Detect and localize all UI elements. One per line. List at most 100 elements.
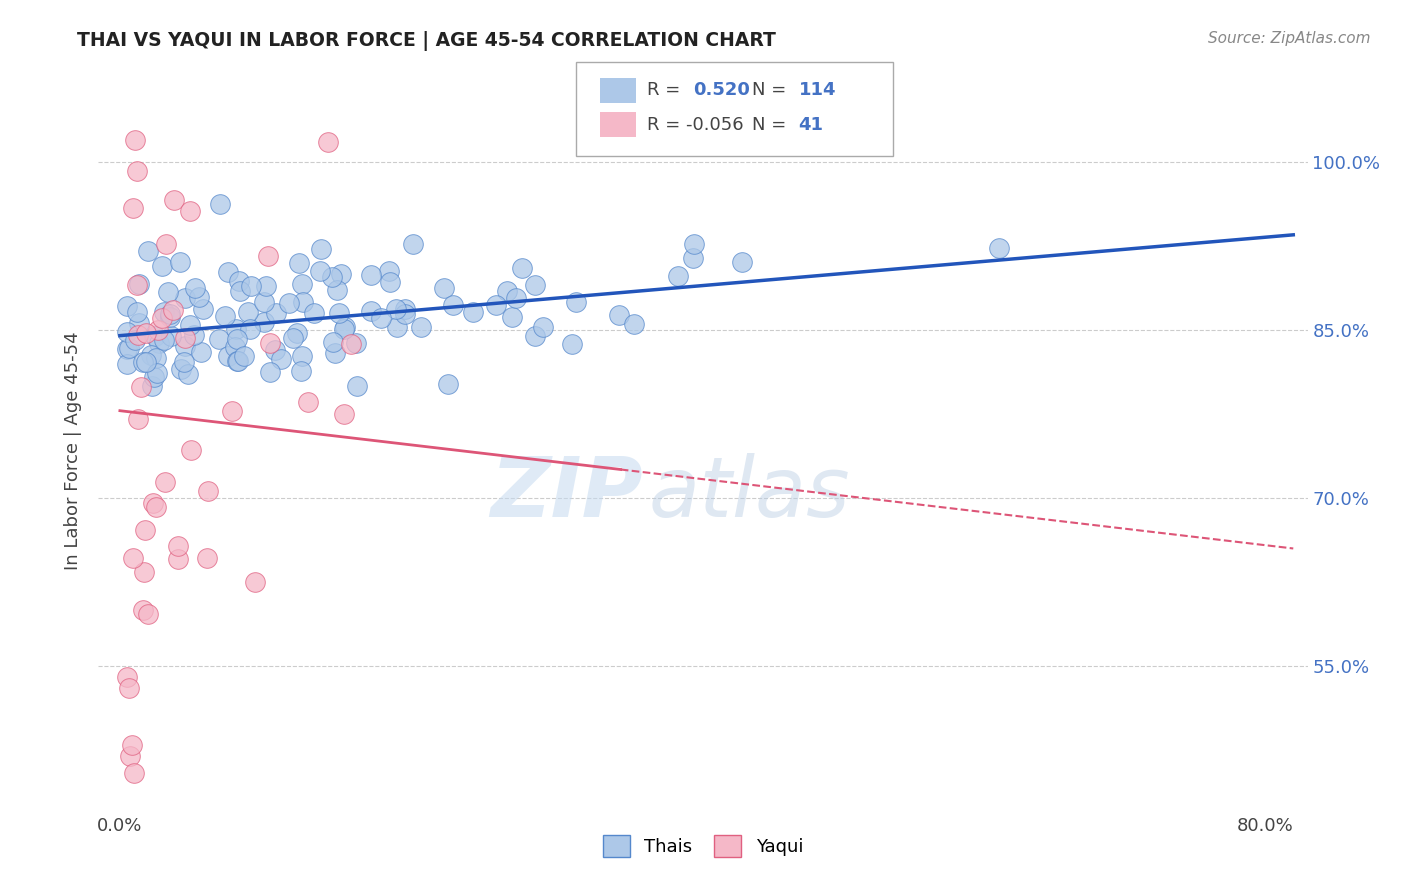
Point: [115, 670, 138, 684]
Point: [291, 277, 314, 292]
Point: [437, 377, 460, 392]
Point: [136, 244, 159, 259]
Point: [485, 298, 508, 312]
Point: [174, 338, 197, 352]
Point: [224, 340, 246, 354]
Point: [682, 252, 704, 266]
Text: Source: ZipAtlas.com: Source: ZipAtlas.com: [1208, 31, 1371, 46]
Point: [523, 278, 546, 293]
Point: [340, 337, 363, 351]
Point: [264, 343, 287, 358]
Point: [281, 331, 304, 345]
Point: [496, 284, 519, 298]
Point: [360, 268, 382, 282]
Point: [433, 281, 456, 295]
Point: [169, 255, 191, 269]
Point: [290, 364, 312, 378]
Y-axis label: In Labor Force | Age 45-54: In Labor Force | Age 45-54: [65, 331, 83, 570]
Point: [145, 351, 167, 365]
Point: [385, 301, 408, 316]
Point: [183, 327, 205, 342]
Point: [159, 307, 181, 321]
Point: [117, 325, 139, 339]
Point: [145, 500, 167, 514]
Point: [209, 197, 232, 211]
Point: [138, 607, 160, 621]
Point: [134, 523, 156, 537]
Point: [135, 326, 157, 340]
Point: [121, 551, 143, 566]
Point: [730, 255, 752, 269]
Point: [124, 133, 146, 147]
Point: [253, 315, 276, 329]
Point: [226, 332, 249, 346]
Point: [409, 319, 432, 334]
Point: [132, 565, 155, 579]
Point: [308, 264, 330, 278]
Point: [510, 261, 533, 276]
Point: [160, 328, 183, 343]
Point: [607, 308, 630, 322]
Point: [221, 404, 243, 418]
Point: [259, 336, 281, 351]
Point: [243, 575, 266, 590]
Point: [233, 349, 256, 363]
Point: [238, 305, 260, 319]
Point: [377, 264, 399, 278]
Point: [564, 295, 586, 310]
Point: [129, 380, 152, 394]
Point: [173, 355, 195, 369]
Text: atlas: atlas: [648, 453, 851, 534]
Point: [148, 336, 170, 351]
Point: [141, 348, 163, 362]
Point: [292, 295, 315, 310]
Point: [505, 291, 527, 305]
Point: [121, 738, 143, 752]
Point: [159, 310, 181, 324]
Point: [195, 551, 218, 566]
Point: [115, 342, 138, 356]
Point: [285, 326, 308, 340]
Point: [146, 322, 169, 336]
Point: [135, 355, 157, 369]
Point: [288, 256, 311, 270]
Point: [197, 483, 219, 498]
Point: [124, 333, 146, 347]
Point: [329, 268, 352, 282]
Point: [394, 302, 416, 317]
Point: [302, 306, 325, 320]
Point: [333, 320, 356, 334]
Text: 0.520: 0.520: [693, 81, 749, 99]
Point: [115, 299, 138, 313]
Point: [225, 322, 247, 336]
Point: [166, 539, 188, 553]
Point: [270, 351, 292, 366]
Point: [150, 260, 173, 274]
Point: [228, 354, 250, 368]
Point: [344, 335, 367, 350]
Point: [120, 748, 142, 763]
Point: [322, 334, 344, 349]
Legend: Thais, Yaqui: Thais, Yaqui: [596, 828, 810, 864]
Point: [142, 496, 165, 510]
Point: [176, 367, 198, 381]
Point: [184, 281, 207, 295]
Point: [316, 135, 339, 149]
Point: [174, 331, 197, 345]
Point: [187, 290, 209, 304]
Text: 41: 41: [799, 116, 824, 134]
Point: [501, 310, 523, 324]
Point: [190, 345, 212, 359]
Text: R =: R =: [647, 81, 681, 99]
Point: [118, 681, 141, 696]
Point: [143, 329, 166, 343]
Point: [132, 355, 155, 369]
Point: [239, 322, 262, 336]
Point: [291, 349, 314, 363]
Point: [122, 765, 145, 780]
Point: [666, 268, 689, 283]
Point: [346, 379, 368, 393]
Point: [153, 333, 176, 347]
Point: [191, 302, 214, 317]
Point: [623, 317, 645, 331]
